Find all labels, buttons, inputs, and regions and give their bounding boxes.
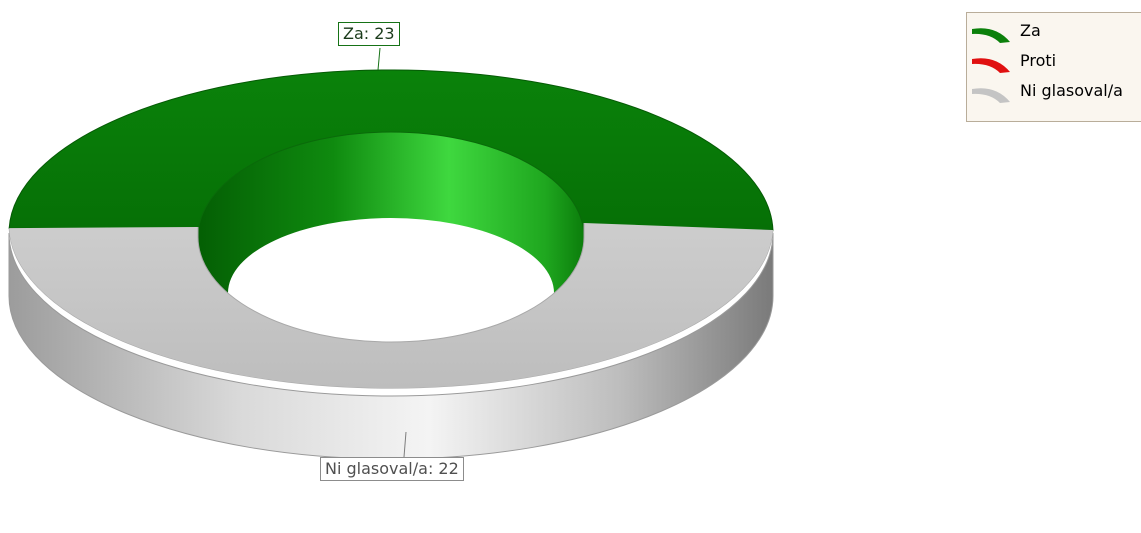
data-label-ni-glasoval: Ni glasoval/a: 22 — [320, 457, 464, 481]
slice-top-front-ni-glasoval — [9, 223, 773, 389]
legend-label-proti: Proti — [1020, 51, 1057, 70]
hole-front-edge — [197, 223, 585, 343]
legend-swatch-proti — [972, 58, 1010, 73]
leader-line-za — [377, 47, 381, 71]
slice-side-ni-glasoval — [8, 232, 774, 460]
donut-hole — [228, 218, 554, 368]
data-label-za: Za: 23 — [338, 22, 400, 46]
chart-legend: Za Proti Ni glasoval/a — [966, 12, 1141, 122]
legend-swatch-ni-glasoval — [972, 88, 1010, 103]
leader-line-ni-glasoval — [403, 431, 407, 458]
legend-label-za: Za — [1020, 21, 1041, 40]
legend-swatch-za — [972, 28, 1010, 43]
legend-label-ni-glasoval: Ni glasoval/a — [1020, 81, 1123, 100]
